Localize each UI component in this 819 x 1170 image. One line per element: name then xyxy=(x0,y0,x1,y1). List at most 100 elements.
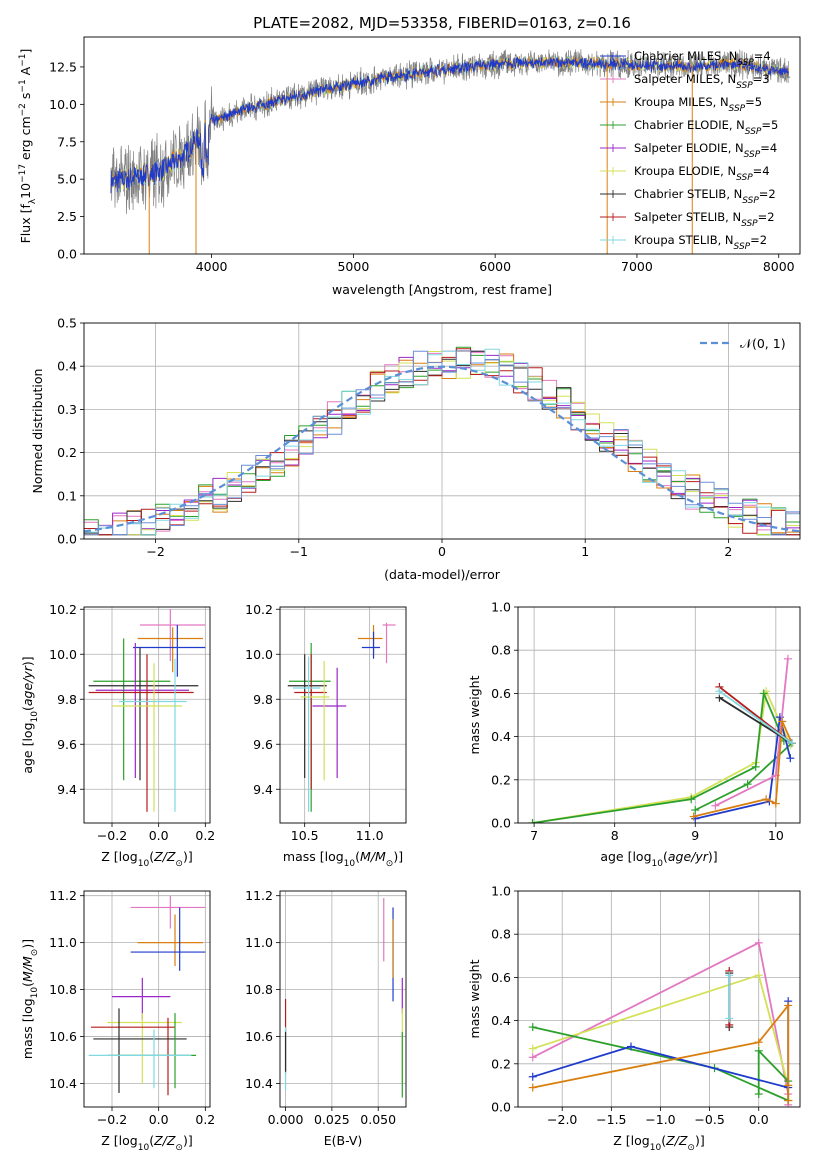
age-mass-xtick-label: 11.0 xyxy=(356,828,384,843)
label-part: erg cm xyxy=(18,116,33,164)
mw-z-ytick-label: 0.4 xyxy=(491,1013,511,1028)
label-part: mass [log xyxy=(20,998,35,1059)
label-part: ] xyxy=(18,49,33,54)
spectrum-xtick-label: 4000 xyxy=(196,259,228,274)
mw-age-ytick-label: 0.8 xyxy=(491,643,511,658)
label-part: −1 xyxy=(18,79,28,92)
label-part: ( xyxy=(661,1133,666,1148)
age-mass-ytick-label: 9.6 xyxy=(253,737,273,752)
age-z-xlabel: Z [log10(Z/Z⊙)] xyxy=(101,849,192,869)
age-z-frame xyxy=(83,606,211,824)
label-part: )] xyxy=(183,849,193,864)
residuals-ylabel: Normed distribution xyxy=(30,369,45,494)
age-z-ytick-label: 9.4 xyxy=(57,782,77,797)
mw-z-xlabel: Z [log10(Z/Z⊙)] xyxy=(613,1133,704,1153)
mw-age-ytick-label: 1.0 xyxy=(491,600,511,615)
mass-z-xlabel: Z [log10(Z/Z⊙)] xyxy=(101,1133,192,1153)
spectrum-xtick-label: 6000 xyxy=(479,259,511,274)
label-part: ( xyxy=(149,1133,154,1148)
label-part: ( xyxy=(149,849,154,864)
label-part: SSP xyxy=(745,127,762,137)
mass-z-xtick-label: 0.0 xyxy=(149,1112,169,1127)
label-part: SSP xyxy=(734,242,751,252)
label-part: =4 xyxy=(753,164,770,178)
label-part: 10 xyxy=(138,859,150,869)
label-part: =3 xyxy=(753,72,770,86)
residual-histogram-line xyxy=(84,348,800,536)
label-part: 10 xyxy=(650,1143,662,1153)
mass-ebv-ytick-label: 10.8 xyxy=(245,982,273,997)
residuals-xtick-label: 2 xyxy=(724,544,732,559)
legend-entry: Chabrier MILES, NSSP=4 xyxy=(634,49,771,68)
spectrum-ytick-label: 5.0 xyxy=(57,172,77,187)
mw-age-ylabel: mass weight xyxy=(467,675,482,754)
mass-ebv-frame xyxy=(279,890,407,1108)
label-part: =4 xyxy=(754,49,771,63)
label-part: Z/Z xyxy=(153,1133,176,1148)
mw-z-ylabel: mass weight xyxy=(467,959,482,1038)
age-mass-ytick-label: 10.2 xyxy=(245,602,273,617)
residuals-ytick-label: 0.2 xyxy=(57,445,77,460)
spectrum-ytick-label: 12.5 xyxy=(49,59,77,74)
label-part: Salpeter MILES, N xyxy=(634,72,736,86)
spectrum-xtick-label: 7000 xyxy=(621,259,653,274)
mass-z-ylabel: mass [log10(M/M⊙)] xyxy=(20,939,40,1059)
label-part: )] xyxy=(708,849,718,864)
label-part: )] xyxy=(393,849,403,864)
spectrum-xlabel: wavelength [Angstrom, rest frame] xyxy=(332,282,552,297)
legend-entry: Chabrier STELIB, NSSP=2 xyxy=(634,187,776,206)
mass-z-plot xyxy=(84,891,210,1107)
label-part: Salpeter STELIB, N xyxy=(634,210,741,224)
mass-ebv-ytick-label: 10.6 xyxy=(245,1029,273,1044)
age-mass-xlabel: mass [log10(M/M⊙)] xyxy=(283,849,403,869)
label-part: =2 xyxy=(759,187,776,201)
label-part: =5 xyxy=(761,118,778,132)
label-part: SSP xyxy=(729,104,746,114)
label-part: SSP xyxy=(737,58,754,68)
label-part: 10 xyxy=(344,859,356,869)
label-part: ( xyxy=(20,706,35,711)
spectrum-axes: 4000 5000 6000 7000 8000 0.0 2.5 5.0 7.5 10.0 12.5… xyxy=(18,36,801,297)
label-part: =2 xyxy=(758,210,775,224)
mass-z-frame xyxy=(83,890,211,1108)
residuals-xtick-label: −1 xyxy=(290,544,308,559)
label-part: A xyxy=(18,66,33,79)
label-part: SSP xyxy=(741,219,758,229)
age-mass-plot xyxy=(280,607,406,823)
legend-entry: Kroupa STELIB, NSSP=2 xyxy=(634,233,767,252)
label-part: Z/Z xyxy=(153,849,176,864)
spectrum-ytick-label: 10.0 xyxy=(49,97,77,112)
legend-entry: Salpeter ELODIE, NSSP=4 xyxy=(634,141,777,160)
label-part: Chabrier STELIB, N xyxy=(634,187,742,201)
label-part: 10 xyxy=(652,859,664,869)
mw-z-ytick-label: 1.0 xyxy=(491,884,511,899)
label-part: 10 xyxy=(138,1143,150,1153)
legend-entry: Salpeter STELIB, NSSP=2 xyxy=(634,210,775,229)
age-z-ytick-label: 9.8 xyxy=(57,692,77,707)
spectrum-ytick-label: 7.5 xyxy=(57,134,77,149)
mass-z-ytick-label: 11.0 xyxy=(49,935,77,950)
label-part: s xyxy=(18,93,33,104)
label-part: age [log xyxy=(20,722,35,773)
age-mass-axes: 10.5 11.0 9.4 9.6 9.8 10.0 10.2 mass [log10(M/M… xyxy=(245,602,407,869)
mw-z-plot xyxy=(518,891,800,1107)
label-part: SSP xyxy=(736,173,753,183)
age-mass-ytick-label: 9.4 xyxy=(253,782,273,797)
label-part: Kroupa ELODIE, N xyxy=(634,164,736,178)
mass-z-xtick-label: 0.2 xyxy=(195,1112,215,1127)
figure-title: PLATE=2082, MJD=53358, FIBERID=0163, z=0… xyxy=(253,14,631,32)
label-part: age/yr xyxy=(20,665,35,706)
residuals-axes: −2 −1 0 1 2 0.0 0.1 0.2 0.3 0.4 0.5 𝒩(0, 1) (data-mo… xyxy=(30,316,801,582)
label-part: )] xyxy=(20,939,35,949)
mw-z-ytick-label: 0.6 xyxy=(491,970,511,985)
residuals-ytick-label: 0.0 xyxy=(57,532,77,547)
residuals-xtick-label: 1 xyxy=(581,544,589,559)
label-part: age [log xyxy=(600,849,651,864)
spectrum-frame xyxy=(83,36,801,255)
label-part: Z [log xyxy=(101,849,137,864)
mw-age-xtick-label: 8 xyxy=(611,828,619,843)
mw-z-ytick-label: 0.0 xyxy=(491,1100,511,1115)
plot-area: 4000 5000 6000 7000 80000.02.55.07.510.012.5… xyxy=(18,36,801,1153)
label-part: mass [log xyxy=(283,849,344,864)
